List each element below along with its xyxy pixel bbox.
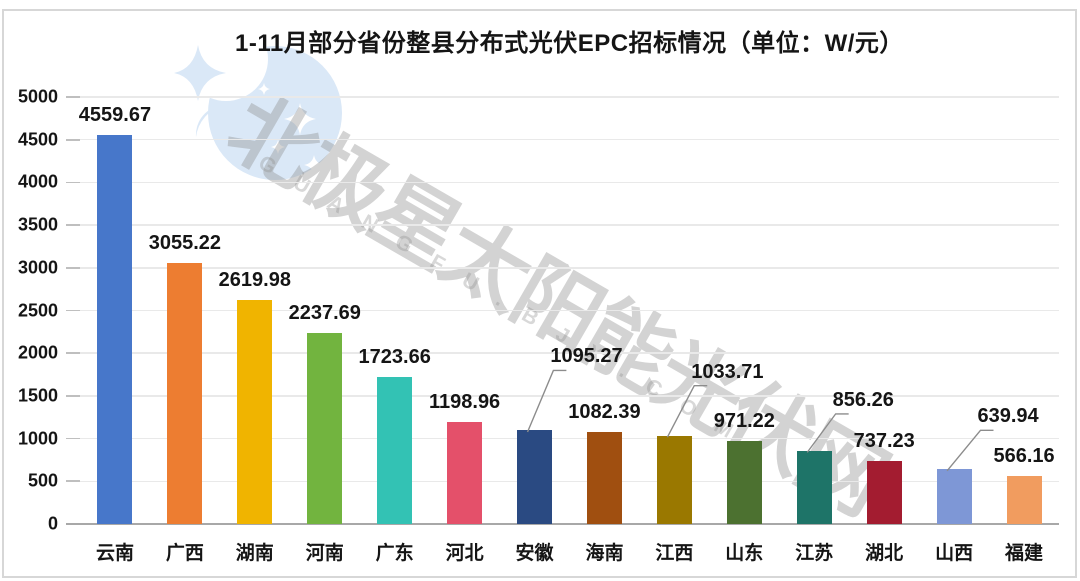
- bar-江西: [656, 435, 692, 524]
- y-axis-tick-label: 0: [47, 513, 58, 534]
- y-axis-tick-label: 4000: [17, 171, 58, 192]
- x-axis-category-label-河北: 河北: [445, 543, 484, 564]
- y-axis-tick: [66, 224, 80, 226]
- bar-value-label-江苏: 856.26: [832, 388, 894, 411]
- y-axis-tick-label: 5000: [17, 86, 58, 107]
- bar-湖南: [237, 300, 273, 524]
- gridline-4500: [80, 138, 1059, 141]
- x-axis-category-label-湖南: 湖南: [235, 543, 274, 564]
- bar-value-label-河南: 2237.69: [288, 301, 361, 324]
- gridline-500: [80, 480, 1059, 483]
- y-axis-tick: [66, 138, 80, 141]
- x-axis-category-label-湖北: 湖北: [865, 543, 904, 564]
- bar-value-label-福建: 566.16: [993, 444, 1055, 467]
- x-axis-category-label-河南: 河南: [305, 543, 344, 564]
- leader-line: [946, 429, 994, 472]
- y-axis-tick-label: 3500: [17, 214, 58, 235]
- y-axis-tick-label: 500: [27, 470, 58, 491]
- leader-line: [666, 385, 708, 438]
- bar-value-label-河北: 1198.96: [428, 390, 501, 413]
- x-axis-category-label-山东: 山东: [725, 543, 764, 564]
- bar-value-label-海南: 1082.39: [568, 400, 641, 423]
- bar-山西: [936, 469, 972, 524]
- chart-frame: 北极星太阳能光伏网 GUANGFU.BJX.COM 1-11月部分省份整县分布式…: [2, 9, 1077, 578]
- y-axis-tick-label: 2000: [17, 342, 58, 363]
- bjx-logo-watermark-icon: [174, 19, 342, 180]
- bar-福建: [1006, 475, 1042, 524]
- y-axis-tick: [66, 437, 80, 440]
- x-axis-category-label-云南: 云南: [95, 543, 134, 564]
- y-axis-tick-label: 3000: [17, 257, 58, 278]
- y-axis-tick-label: 1500: [17, 385, 58, 406]
- gridline-3000: [80, 267, 1059, 269]
- y-axis-tick-label: 2500: [17, 300, 58, 320]
- bar-海南: [586, 431, 622, 524]
- bar-value-label-江西: 1033.71: [691, 360, 764, 383]
- bar-江苏: [796, 450, 832, 524]
- bar-湖北: [866, 461, 902, 524]
- y-axis-tick: [66, 480, 80, 483]
- x-axis-category-label-山西: 山西: [935, 543, 974, 564]
- leader-line: [806, 413, 849, 453]
- y-axis-tick: [66, 309, 80, 312]
- y-axis-tick: [66, 181, 80, 184]
- gridline-4000: [80, 181, 1059, 184]
- bar-云南: [97, 134, 133, 524]
- gridline-1000: [80, 437, 1059, 440]
- y-axis-tick: [66, 266, 80, 269]
- bar-value-label-云南: 4559.67: [78, 103, 152, 126]
- gridline-2500: [80, 309, 1059, 312]
- y-axis-tick-label: 1000: [17, 428, 58, 449]
- bar-value-label-山西: 639.94: [977, 405, 1039, 428]
- bar-value-label-广东: 1723.66: [358, 345, 431, 368]
- y-axis-tick: [66, 352, 80, 355]
- x-axis-category-label-广东: 广东: [375, 543, 414, 564]
- bar-value-label-安徽: 1095.27: [550, 345, 623, 368]
- gridline-5000: [80, 96, 1059, 98]
- x-axis-line: [66, 522, 1059, 525]
- y-axis-tick: [66, 96, 80, 98]
- bar-河南: [307, 332, 343, 524]
- x-axis-category-label-江西: 江西: [655, 543, 694, 564]
- bar-value-label-湖北: 737.23: [853, 430, 915, 453]
- x-axis-category-label-海南: 海南: [585, 543, 624, 564]
- x-axis-category-label-福建: 福建: [1005, 543, 1044, 564]
- gridline-2000: [80, 352, 1059, 354]
- chart-title: 1-11月部分省份整县分布式光伏EPC招标情况（单位：W/元）: [235, 30, 904, 57]
- bar-山东: [726, 441, 762, 524]
- y-axis-tick: [66, 395, 80, 397]
- x-axis-category-label-广西: 广西: [165, 543, 204, 564]
- leader-line: [526, 369, 567, 433]
- bar-广东: [377, 376, 413, 524]
- gridline-1500: [80, 395, 1059, 397]
- bar-广西: [167, 263, 203, 524]
- plot-area: 5000 4500 4000 3500 3000 2500 2000 1500 1000 500 0…: [18, 87, 1059, 564]
- bar-value-label-广西: 3055.22: [148, 232, 222, 255]
- x-axis-category-label-安徽: 安徽: [515, 543, 554, 564]
- callout-leader-lines: [526, 369, 994, 472]
- gridline-3500: [80, 224, 1059, 226]
- bar-河北: [447, 421, 483, 524]
- y-axis-tick-label: 4500: [17, 129, 58, 150]
- bar-value-label-山东: 971.22: [713, 410, 775, 433]
- x-axis-category-label-江苏: 江苏: [795, 543, 834, 564]
- bar-value-label-湖南: 2619.98: [218, 269, 291, 292]
- bar-安徽: [517, 430, 553, 524]
